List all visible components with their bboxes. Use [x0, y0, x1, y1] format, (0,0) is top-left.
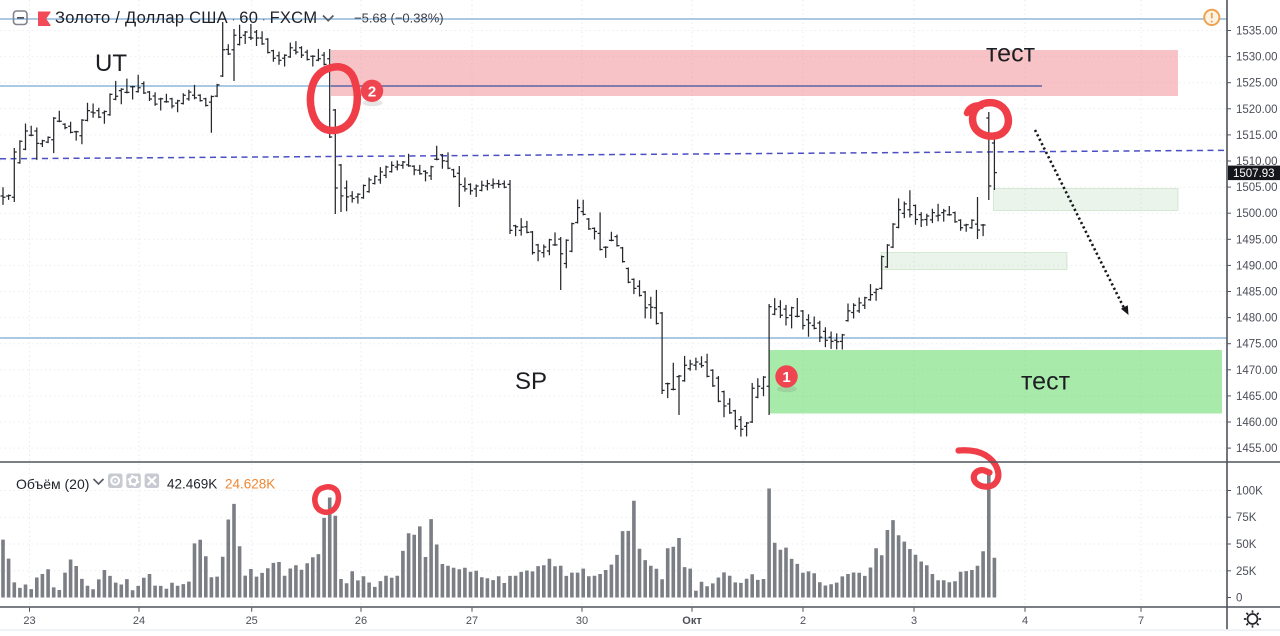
- svg-text:1515.00: 1515.00: [1236, 130, 1278, 142]
- svg-text:26: 26: [355, 615, 367, 627]
- svg-text:24: 24: [133, 615, 145, 627]
- svg-text:4: 4: [1022, 615, 1028, 627]
- svg-text:25K: 25K: [1236, 566, 1257, 578]
- svg-text:Окт: Окт: [682, 615, 702, 627]
- svg-text:1535.00: 1535.00: [1236, 26, 1278, 38]
- svg-text:1505.00: 1505.00: [1236, 182, 1278, 194]
- svg-text:1460.00: 1460.00: [1236, 417, 1278, 429]
- svg-text:1455.00: 1455.00: [1236, 443, 1278, 455]
- svg-text:25: 25: [246, 615, 258, 627]
- svg-text:1510.00: 1510.00: [1236, 156, 1278, 168]
- svg-text:1: 1: [782, 369, 790, 386]
- svg-text:1500.00: 1500.00: [1236, 208, 1278, 220]
- svg-text:1525.00: 1525.00: [1236, 78, 1278, 90]
- svg-text:1490.00: 1490.00: [1236, 260, 1278, 272]
- svg-text:1485.00: 1485.00: [1236, 287, 1278, 299]
- svg-text:23: 23: [23, 615, 35, 627]
- svg-text:UT: UT: [95, 50, 127, 77]
- svg-text:100K: 100K: [1236, 486, 1263, 498]
- svg-text:27: 27: [466, 615, 478, 627]
- svg-text:1495.00: 1495.00: [1236, 234, 1278, 246]
- svg-text:50K: 50K: [1236, 539, 1257, 551]
- svg-text:30: 30: [576, 615, 588, 627]
- svg-text:тест: тест: [986, 40, 1036, 68]
- svg-text:SP: SP: [515, 368, 547, 395]
- svg-text:тест: тест: [1021, 368, 1071, 396]
- svg-text:1530.00: 1530.00: [1236, 52, 1278, 64]
- svg-text:24.628K: 24.628K: [225, 477, 275, 492]
- svg-text:1507.93: 1507.93: [1233, 168, 1275, 180]
- svg-text:−5.68 (−0.38%): −5.68 (−0.38%): [354, 11, 444, 26]
- svg-text:75K: 75K: [1236, 512, 1257, 524]
- svg-text:Объём (20): Объём (20): [16, 476, 89, 492]
- svg-text:1480.00: 1480.00: [1236, 313, 1278, 325]
- svg-text:42.469K: 42.469K: [167, 477, 217, 492]
- svg-text:7: 7: [1138, 615, 1144, 627]
- svg-text:Золото / Доллар США · 60 · FXC: Золото / Доллар США · 60 · FXCM: [55, 9, 317, 27]
- svg-text:2: 2: [368, 83, 376, 100]
- svg-text:0: 0: [1236, 593, 1242, 605]
- svg-text:1465.00: 1465.00: [1236, 391, 1278, 403]
- svg-text:2: 2: [800, 615, 806, 627]
- svg-text:3: 3: [911, 615, 917, 627]
- svg-text:1470.00: 1470.00: [1236, 365, 1278, 377]
- svg-text:1475.00: 1475.00: [1236, 339, 1278, 351]
- svg-text:1520.00: 1520.00: [1236, 104, 1278, 116]
